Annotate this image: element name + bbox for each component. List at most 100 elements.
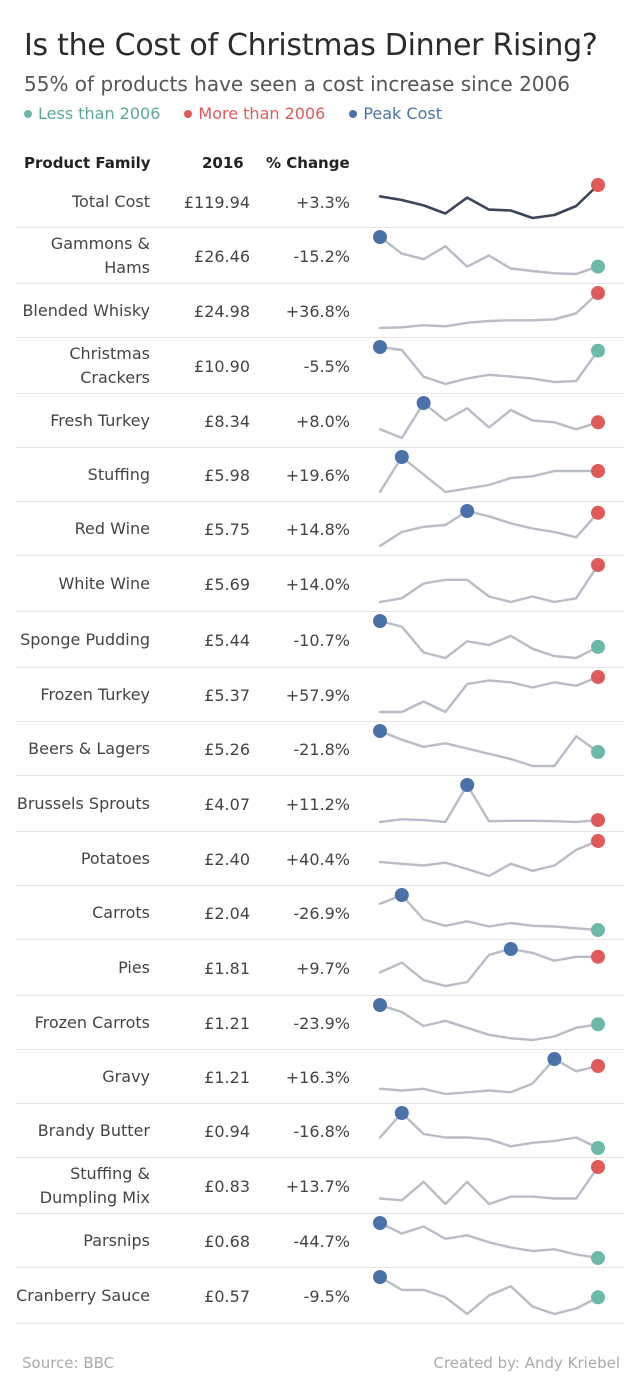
cost-2016: £26.46 (194, 246, 250, 266)
sparkline-path (378, 1221, 600, 1260)
peak-cost-point (373, 998, 387, 1012)
row-divider (16, 501, 624, 502)
percent-change: +8.0% (295, 411, 350, 431)
row-divider (16, 721, 624, 722)
percent-change: +14.8% (285, 519, 350, 539)
sparkline (378, 888, 605, 937)
percent-change: +14.0% (285, 574, 350, 594)
end-point-more (591, 558, 605, 572)
cost-2016: £1.21 (204, 1067, 250, 1087)
cost-2016: £5.75 (204, 519, 250, 539)
peak-cost-point (373, 1270, 387, 1284)
table-row: Beers & Lagers £5.26 -21.8% (0, 722, 624, 776)
product-name: Parsnips (83, 1231, 150, 1250)
table-row: Blended Whisky £24.98 +36.8% (0, 284, 624, 338)
product-name: White Wine (58, 574, 150, 593)
cost-2016: £8.34 (204, 411, 250, 431)
chart-subtitle: 55% of products have seen a cost increas… (24, 72, 570, 96)
end-point-more (591, 1059, 605, 1073)
sparkline-path (378, 401, 600, 440)
table-row: Stuffing & Dumpling Mix £0.83 +13.7% (0, 1158, 624, 1214)
sparkline-path (378, 455, 600, 494)
peak-cost-point (547, 1052, 562, 1066)
percent-change: -10.7% (293, 630, 350, 650)
end-point-less (591, 1251, 605, 1265)
table-row: Red Wine £5.75 +14.8% (0, 502, 624, 556)
sparkline-path (378, 839, 600, 878)
peak-cost-point (373, 1216, 387, 1230)
end-point-more (591, 949, 605, 964)
end-point-more (591, 415, 605, 430)
legend-item-more: More than 2006 (184, 104, 325, 123)
peak-cost-point (373, 614, 387, 628)
sparkline-path (378, 729, 600, 768)
end-point-more (591, 178, 605, 192)
sparkline-path (378, 563, 600, 604)
peak-cost-point (394, 450, 409, 464)
sparkline-path (378, 619, 600, 660)
sparkline (378, 504, 605, 548)
sparkline-path (378, 893, 600, 932)
product-name: Stuffing & Dumpling Mix (39, 1164, 150, 1207)
product-name: Red Wine (74, 519, 150, 538)
percent-change: -26.9% (293, 903, 350, 923)
row-divider (16, 885, 624, 886)
peak-cost-point (373, 230, 387, 244)
percent-change: +13.7% (285, 1176, 350, 1196)
percent-change: -23.9% (293, 1013, 350, 1033)
sparkline (378, 450, 605, 494)
percent-change: +19.6% (285, 465, 350, 485)
end-point-more (591, 834, 605, 848)
end-point-less (591, 1141, 605, 1155)
sparkline (373, 998, 605, 1042)
end-point-less (591, 1290, 605, 1305)
cost-2016: £5.98 (204, 465, 250, 485)
table-row: Stuffing £5.98 +19.6% (0, 448, 624, 502)
column-header-product: Product Family (24, 154, 151, 172)
end-point-more (591, 464, 605, 478)
sparkline (378, 670, 605, 714)
product-name: Brussels Sprouts (16, 794, 150, 813)
cost-2016: £0.83 (204, 1176, 250, 1196)
cost-2016: £2.04 (204, 903, 250, 923)
table-row: Frozen Carrots £1.21 -23.9% (0, 996, 624, 1050)
table-row: Brussels Sprouts £4.07 +11.2% (0, 776, 624, 832)
legend-label-peak: Peak Cost (363, 104, 442, 123)
peak-cost-point (373, 724, 387, 738)
end-point-more (591, 505, 605, 520)
product-name: Fresh Turkey (50, 411, 150, 430)
product-name: Frozen Carrots (34, 1013, 150, 1032)
end-point-more (591, 813, 605, 828)
product-name: Blended Whisky (22, 301, 150, 320)
product-name: Total Cost (71, 192, 150, 211)
table-row: Christmas Crackers £10.90 -5.5% (0, 338, 624, 394)
footer-source: Source: BBC (22, 1354, 115, 1372)
table-row: Parsnips £0.68 -44.7% (0, 1214, 624, 1268)
product-name: Cranberry Sauce (16, 1286, 150, 1305)
legend: Less than 2006 More than 2006 Peak Cost (24, 104, 442, 123)
cost-2016: £5.37 (204, 685, 250, 705)
percent-change: -5.5% (303, 356, 350, 376)
end-point-less (591, 259, 605, 274)
row-divider (16, 775, 624, 776)
sparkline-path (378, 509, 600, 548)
table-row: Total Cost £119.94 +3.3% (0, 176, 624, 228)
cost-2016: £0.94 (204, 1121, 250, 1141)
sparkline-path (378, 1275, 600, 1316)
sparkline-path (378, 1003, 600, 1042)
peak-cost-point (394, 888, 409, 902)
sparkline (378, 1106, 605, 1155)
cost-2016: £24.98 (194, 301, 250, 321)
cost-2016: £0.57 (204, 1286, 250, 1306)
cost-2016: £0.68 (204, 1231, 250, 1251)
peak-cost-point (460, 504, 475, 518)
cost-2016: £5.69 (204, 574, 250, 594)
legend-dot-less (24, 109, 32, 118)
sparkline (373, 340, 605, 386)
sparkline (373, 1270, 605, 1316)
row-divider (16, 227, 624, 228)
product-name: Potatoes (80, 849, 150, 868)
cost-2016: £119.94 (183, 192, 250, 212)
row-divider (16, 1157, 624, 1158)
sparkline (378, 1160, 605, 1206)
